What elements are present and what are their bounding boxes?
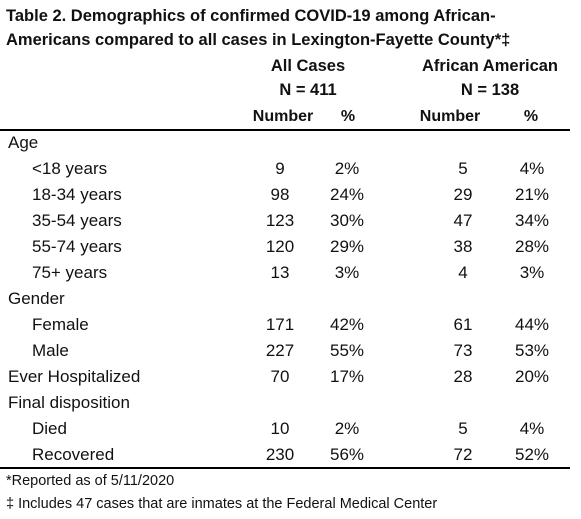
- all-percent-cell: 29%: [329, 237, 365, 256]
- row-label: 35-54 years: [32, 211, 122, 230]
- aa-percent-cell: 52%: [514, 445, 550, 464]
- aa-percent-cell: 20%: [514, 367, 550, 386]
- all-number-cell: 70: [270, 367, 290, 386]
- row-label: Female: [32, 315, 89, 334]
- footnote: *Reported as of 5/11/2020: [6, 473, 175, 489]
- all-number-cell: 120: [265, 237, 295, 256]
- all-number-cell: 227: [265, 341, 295, 360]
- table-row: <18 years 9 2% 5 4%: [0, 156, 570, 182]
- group-name: African American: [421, 57, 559, 75]
- table-row: Ever Hospitalized 70 17% 28 20%: [0, 364, 570, 390]
- aa-percent-cell: 21%: [514, 185, 550, 204]
- aa-percent-cell: 28%: [514, 237, 550, 256]
- all-percent-cell: 3%: [334, 263, 360, 282]
- aa-number-cell: 47: [453, 211, 473, 230]
- footer-divider: [0, 467, 570, 469]
- subheader-percent: %: [340, 108, 356, 125]
- aa-number-cell: 73: [453, 341, 473, 360]
- table-row: 18-34 years 98 24% 29 21%: [0, 182, 570, 208]
- row-label: 55-74 years: [32, 237, 122, 256]
- table-row: Male 227 55% 73 53%: [0, 338, 570, 364]
- subheader-percent: %: [523, 108, 539, 125]
- table-row: Age: [0, 130, 570, 156]
- header-divider: [0, 129, 570, 131]
- group-n: N = 138: [460, 81, 520, 99]
- aa-percent-cell: 44%: [514, 315, 550, 334]
- row-label: Died: [32, 419, 67, 438]
- all-number-cell: 9: [275, 159, 285, 178]
- all-percent-cell: 30%: [329, 211, 365, 230]
- aa-number-cell: 29: [453, 185, 473, 204]
- aa-number-cell: 5: [458, 159, 468, 178]
- aa-number-cell: 61: [453, 315, 473, 334]
- table-row: 55-74 years 120 29% 38 28%: [0, 234, 570, 260]
- aa-number-cell: 4: [458, 263, 468, 282]
- aa-number-cell: 72: [453, 445, 473, 464]
- table-row: Recovered 230 56% 72 52%: [0, 442, 570, 468]
- aa-percent-cell: 53%: [514, 341, 550, 360]
- all-percent-cell: 17%: [329, 367, 365, 386]
- row-label: 18-34 years: [32, 185, 122, 204]
- all-percent-cell: 56%: [329, 445, 365, 464]
- all-percent-cell: 42%: [329, 315, 365, 334]
- row-label: Age: [8, 133, 39, 152]
- row-label: Recovered: [32, 445, 115, 464]
- all-number-cell: 123: [265, 211, 295, 230]
- group-name: All Cases: [270, 57, 346, 75]
- aa-percent-cell: 4%: [519, 159, 545, 178]
- footnote: ‡ Includes 47 cases that are inmates at …: [6, 496, 438, 512]
- all-number-cell: 171: [265, 315, 295, 334]
- row-label: <18 years: [32, 159, 108, 178]
- table-title: Table 2. Demographics of confirmed COVID…: [6, 7, 511, 49]
- row-label: Gender: [8, 289, 65, 308]
- table-row: Final disposition: [0, 390, 570, 416]
- table-row: 75+ years 13 3% 4 3%: [0, 260, 570, 286]
- table-row: 35-54 years 123 30% 47 34%: [0, 208, 570, 234]
- row-label: Ever Hospitalized: [8, 367, 141, 386]
- all-percent-cell: 2%: [334, 159, 360, 178]
- table-row: Gender: [0, 286, 570, 312]
- group-n: N = 411: [279, 81, 337, 99]
- all-percent-cell: 55%: [329, 341, 365, 360]
- row-label: Male: [32, 341, 69, 360]
- all-number-cell: 98: [270, 185, 290, 204]
- row-label: Final disposition: [8, 393, 130, 412]
- row-label: 75+ years: [32, 263, 108, 282]
- aa-number-cell: 5: [458, 419, 468, 438]
- aa-percent-cell: 34%: [514, 211, 550, 230]
- aa-percent-cell: 3%: [519, 263, 545, 282]
- all-number-cell: 230: [265, 445, 295, 464]
- subheader-number: Number: [419, 108, 481, 125]
- all-percent-cell: 24%: [329, 185, 365, 204]
- subheader-number: Number: [252, 108, 314, 125]
- aa-percent-cell: 4%: [519, 419, 545, 438]
- all-number-cell: 10: [270, 419, 290, 438]
- table-row: Female 171 42% 61 44%: [0, 312, 570, 338]
- aa-number-cell: 38: [453, 237, 473, 256]
- aa-number-cell: 28: [453, 367, 473, 386]
- all-percent-cell: 2%: [334, 419, 360, 438]
- all-number-cell: 13: [270, 263, 290, 282]
- table-row: Died 10 2% 5 4%: [0, 416, 570, 442]
